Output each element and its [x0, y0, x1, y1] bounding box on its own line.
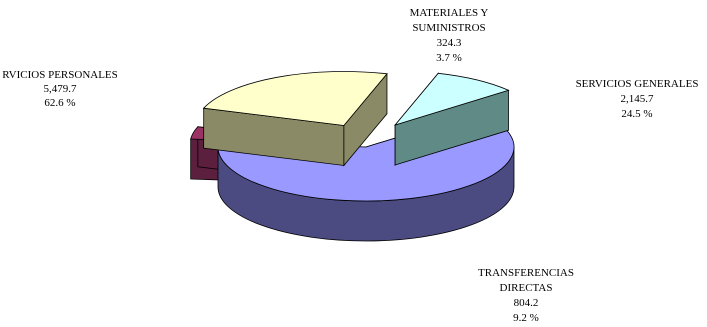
- slice-percent-transferencias: 9.2 %: [513, 312, 539, 324]
- slice-label-transferencias-line1: TRANSFERENCIAS: [478, 267, 574, 279]
- slice-percent-materiales: 3.7 %: [436, 52, 462, 64]
- pie-slices: [190, 71, 515, 242]
- slice-percent-servicios-generales: 24.5 %: [621, 108, 652, 120]
- slice-value-servicios-personales: 5,479.7: [44, 83, 78, 95]
- slice-label-transferencias-line2: DIRECTAS: [500, 282, 553, 294]
- slice-label-materiales-line1: MATERIALES Y: [410, 7, 489, 19]
- slice-percent-servicios-personales: 62.6 %: [44, 97, 75, 109]
- pie-slice-2: [202, 71, 388, 167]
- pie-slice-3: [393, 72, 510, 167]
- slice-label-servicios-personales: RVICIOS PERSONALES: [2, 69, 118, 81]
- slice-label-servicios-generales: SERVICIOS GENERALES: [576, 78, 699, 90]
- pie-slice-3-top: [393, 72, 510, 126]
- slice-value-materiales: 324.3: [437, 37, 462, 49]
- slice-value-transferencias: 804.2: [514, 297, 539, 309]
- pie-labels: RVICIOS PERSONALES 5,479.7 62.6 % MATERI…: [2, 7, 698, 324]
- slice-value-servicios-generales: 2,145.7: [621, 93, 655, 105]
- slice-label-materiales-line2: SUMINISTROS: [412, 22, 485, 34]
- pie-slice-2-top: [202, 71, 388, 126]
